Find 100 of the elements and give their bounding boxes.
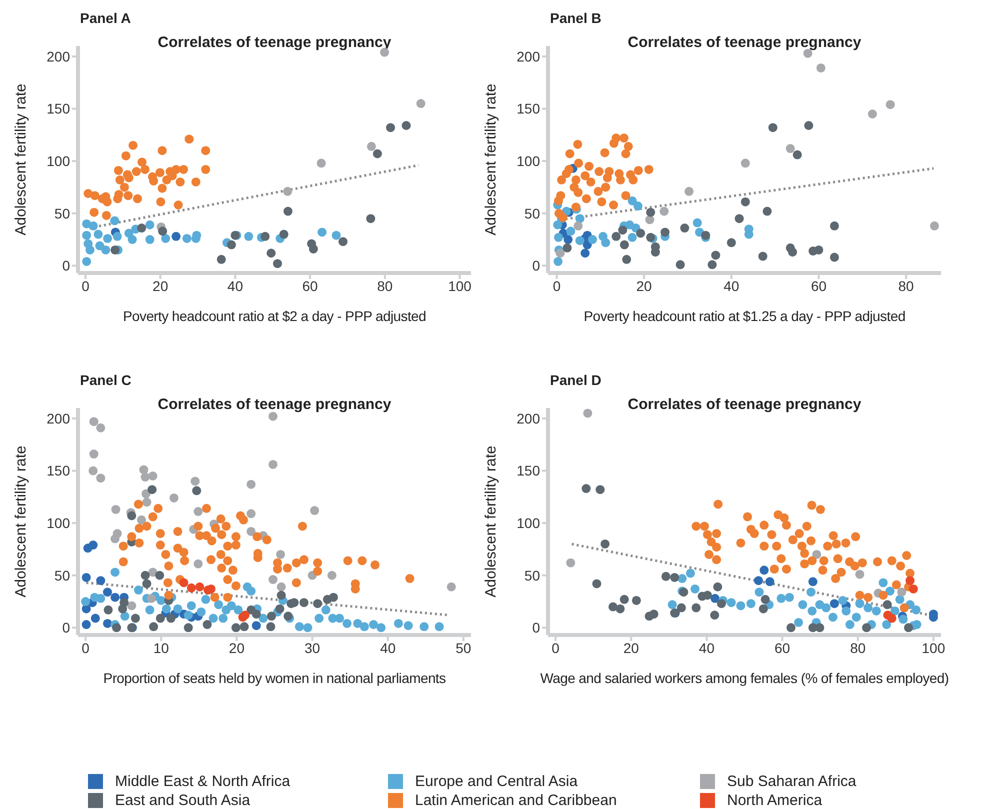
point (900, 603, 909, 612)
point (376, 623, 386, 632)
point (760, 566, 769, 575)
point (121, 151, 130, 160)
point (169, 493, 178, 502)
point (82, 620, 91, 630)
point (283, 186, 292, 196)
point (179, 164, 188, 174)
chart-title: Correlates of teenage pregnancy (156, 396, 392, 413)
point (276, 590, 286, 600)
point (616, 175, 625, 184)
point (882, 620, 892, 630)
point (726, 238, 736, 248)
point (136, 515, 146, 524)
point (823, 542, 832, 551)
point (573, 140, 582, 149)
x-tick-label: 20 (623, 640, 640, 656)
point (636, 228, 646, 238)
y-tick-label: 150 (46, 100, 70, 117)
y-tick-label: 50 (54, 205, 70, 222)
point (632, 596, 641, 605)
point (890, 606, 900, 616)
point (279, 230, 288, 239)
point (798, 600, 808, 610)
point (604, 167, 614, 176)
point (838, 596, 848, 605)
point (710, 594, 720, 603)
y-tick-label: 200 (516, 410, 540, 426)
point (760, 542, 769, 551)
point (633, 202, 642, 211)
point (692, 522, 701, 531)
point (120, 182, 129, 192)
legend-label: Europe and Central Asia (415, 773, 578, 790)
point (158, 146, 167, 156)
point (402, 121, 411, 130)
point (82, 230, 92, 240)
legend-label: Sub Saharan Africa (727, 773, 856, 790)
point (328, 592, 338, 602)
point (194, 559, 203, 568)
x-axis-title: Proportion of seats held by women in national parliaments (103, 670, 446, 686)
point (571, 175, 580, 184)
point (622, 254, 632, 264)
point (842, 606, 851, 616)
point (332, 230, 341, 240)
point (782, 564, 791, 574)
point (137, 224, 146, 233)
x-tick-label: 30 (304, 640, 320, 656)
y-axis-title: Adolescent fertility rate (12, 84, 30, 236)
point (556, 191, 566, 200)
point (313, 599, 322, 608)
point (802, 522, 812, 531)
point (816, 63, 826, 72)
point (149, 622, 158, 632)
x-tick-label: 20 (152, 278, 168, 294)
point (104, 605, 113, 614)
legend-label: North America (727, 792, 822, 809)
point (746, 599, 756, 608)
point (575, 214, 584, 224)
point (102, 618, 112, 628)
point (266, 612, 276, 621)
point (765, 577, 774, 586)
point (706, 537, 716, 546)
point (294, 622, 304, 632)
point (327, 570, 336, 580)
y-tick-label: 200 (516, 48, 540, 64)
point (712, 555, 722, 564)
point (592, 579, 602, 588)
point (661, 572, 670, 581)
point (711, 250, 720, 260)
point (276, 582, 286, 592)
point (760, 520, 769, 530)
point (120, 612, 130, 621)
point (855, 599, 864, 608)
point (366, 142, 376, 151)
point (266, 622, 276, 632)
point (770, 564, 779, 574)
point (316, 158, 326, 168)
point (895, 594, 904, 604)
point (172, 164, 181, 174)
point (898, 614, 908, 624)
point (127, 511, 136, 520)
point (908, 584, 918, 594)
point (819, 556, 828, 566)
point (634, 166, 643, 175)
point (887, 614, 896, 623)
legend-label: Middle East & North Africa (115, 773, 290, 790)
point (830, 252, 839, 262)
x-tick-label: 20 (636, 278, 652, 294)
point (678, 574, 687, 584)
point (830, 221, 839, 230)
point (758, 604, 768, 614)
point (446, 582, 456, 592)
point (902, 551, 912, 560)
point (184, 610, 193, 620)
point (740, 197, 750, 206)
point (852, 612, 861, 622)
point (830, 599, 839, 608)
point (896, 561, 906, 570)
point (82, 572, 91, 582)
x-tick-label: 40 (724, 278, 740, 294)
